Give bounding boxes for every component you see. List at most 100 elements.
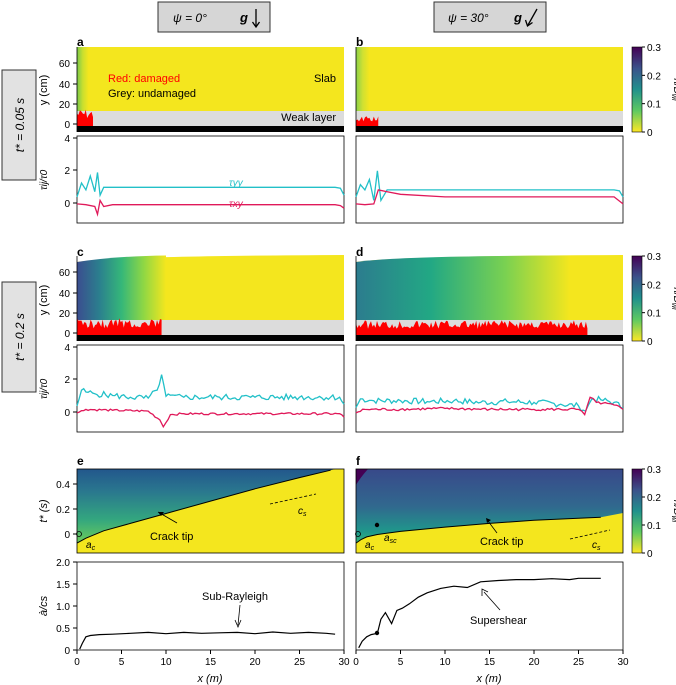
asc-point-f [374,522,380,528]
stress-panel-b [355,135,624,224]
ytick-c-0: 0 [64,329,70,340]
speed-f-xtick-0: 0 [353,657,359,668]
header-left-label: ψ = 0° [173,11,207,25]
speed-ytick-2.0: 2.0 [56,558,70,569]
ytick-c-20: 20 [59,309,71,320]
speed-line-f [358,577,601,649]
ytick-a-20: 20 [59,100,71,111]
colorbar-2-tick-0.1: 0.1 [647,521,661,532]
stress-a-txy-line [76,198,345,217]
label-tyy: τyy [229,178,244,189]
cs-label-f: cs [592,540,601,552]
stress-panel-a: τyy τxy 0 2 4 τij/τ0 [39,134,345,224]
xaxis-f: 0 5 10 15 20 25 30 [353,650,629,668]
speed-e-xtick-25: 25 [294,657,306,668]
slab-gradient-c [77,255,166,320]
header-right: ψ = 30° g [433,1,547,33]
ylabel-a: y (cm) [38,75,50,106]
panel-letter-a: a [77,35,84,49]
ytick-c-40: 40 [59,289,71,300]
speed-ytick-0: 0 [64,646,70,657]
colorbar-2-tick-0.2: 0.2 [647,493,661,504]
yaxis-a: 0 20 40 60 y (cm) [38,59,77,131]
stress-c-txy-line [76,408,345,429]
colorbar-0-label: h/Dwl [670,78,676,101]
stress-a-tyy-line [76,172,345,198]
damage-region-d [356,320,588,335]
panel-letter-b: b [356,35,363,49]
annotation-weak-layer: Weak layer [281,112,336,124]
ytick-a-0: 0 [64,120,70,131]
gravity-arrow-slanted-icon [527,8,538,26]
colorbar-0-tick-0: 0 [647,128,653,139]
space-time-field-f [356,469,623,544]
speed-f-xtick-25: 25 [573,657,585,668]
slab-b [356,47,623,111]
colorbar-1-tick-0.2: 0.2 [647,280,661,291]
ytick-e-0.4: 0.4 [56,480,70,491]
crack-front-f [355,516,601,544]
stress-b-tyy-line [355,170,624,203]
speed-e-xtick-20: 20 [249,657,261,668]
speed-e-xtick-10: 10 [160,657,172,668]
speed-line-e [79,631,336,650]
ac-label-f: ac [365,540,375,552]
panel-b [355,47,623,132]
cs-label-e: cs [298,506,307,518]
ytick-sa-2: 2 [64,166,70,177]
speed-ytick-1.0: 1.0 [56,602,70,613]
panel-c: 0 20 40 60 y (cm) [38,255,344,341]
speed-e-xtick-0: 0 [74,657,80,668]
yaxis-e: 0 0.5 1.0 1.5 2.0 [56,558,77,657]
row-label-1: t* = 0.05 s [1,69,37,181]
speed-f-xtick-10: 10 [439,657,451,668]
weak-layer-a [77,111,344,126]
substrate-c [77,335,344,341]
header-left-g: g [239,10,248,25]
supershear-arrow-icon [481,588,489,596]
slab-gradient-a [77,47,89,111]
panel-e: cs Crack tip ac 0 0.2 0.4 t* (s) [38,468,354,554]
panel-f: ac asc Crack tip cs [355,468,624,554]
header-left: ψ = 0° g [157,1,271,33]
cs-slope-line-f [569,529,611,540]
colorbar-2 [631,468,643,554]
substrate-d [356,335,623,341]
annotation-slab: Slab [314,73,336,85]
xlabel-f: x (m) [475,673,501,685]
supershear-label: Supershear [470,615,527,627]
ytick-sc-2: 2 [64,375,70,386]
slab-a [77,47,344,111]
cs-slope-line-e [269,493,317,505]
panel-letter-c: c [77,245,84,259]
stress-b-txy-line [355,189,624,206]
colorbar-2-tick-0: 0 [647,549,653,560]
ytick-e-0.2: 0.2 [56,505,70,516]
panel-a: Red: damaged Grey: undamaged Slab Weak l… [38,47,344,132]
speed-f-xtick-30: 30 [617,657,629,668]
weak-layer-b [356,111,623,126]
damage-region-b [356,116,379,126]
speed-e-xtick-5: 5 [119,657,125,668]
space-time-field-e [77,469,354,544]
panel-letter-f: f [356,454,361,468]
damage-region-a [77,109,94,126]
colorbar-0-tick-0.1: 0.1 [647,100,661,111]
header-right-label: ψ = 30° [448,11,489,25]
annotation-undamaged: Grey: undamaged [108,88,196,100]
ytick-sa-0: 0 [64,199,70,210]
annotation-damaged: Red: damaged [108,73,180,85]
header-right-g: g [513,10,522,25]
colorbar-0-tick-0.2: 0.2 [647,71,661,82]
damage-region-c [77,318,162,335]
ytick-a-60: 60 [59,59,71,70]
stress-panel-d [355,344,624,433]
colorbar-1-tick-0.1: 0.1 [647,309,661,320]
row-label-2: t* = 0.2 s [1,281,37,393]
substrate-a [77,126,344,132]
speed-f-xtick-5: 5 [398,657,404,668]
asc-point-speed-f [374,630,380,636]
speed-ytick-0.5: 0.5 [56,624,70,635]
ac-label-e: ac [86,540,96,552]
